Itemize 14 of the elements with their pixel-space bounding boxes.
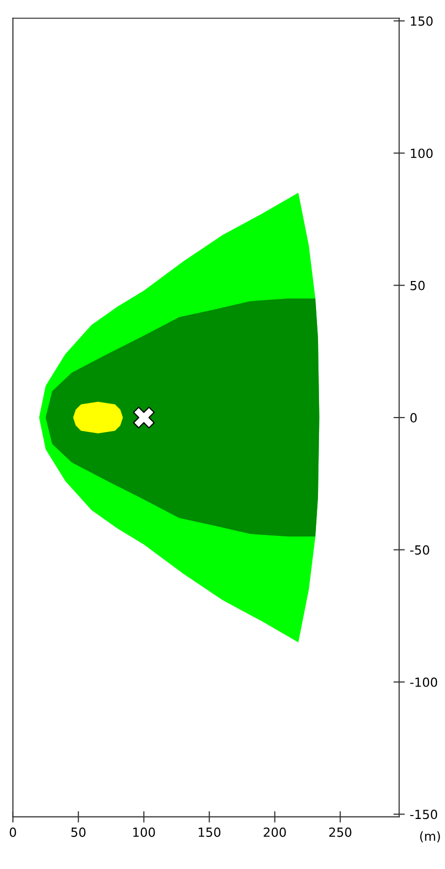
- y-tick-label: 0: [410, 413, 417, 422]
- y-tick-label: 50: [410, 280, 425, 290]
- y-tick-label: 100: [410, 148, 433, 158]
- y-tick-label: 150: [410, 16, 433, 26]
- x-tick-label: 100: [133, 827, 155, 837]
- x-tick-label: 200: [264, 827, 286, 837]
- y-tick-label: -100: [410, 677, 438, 687]
- x-tick-label: 0: [10, 827, 16, 837]
- y-tick-label: -150: [410, 810, 438, 820]
- x-tick-label: 150: [198, 827, 220, 837]
- y-tick-label: -50: [410, 545, 430, 555]
- x-axis-title: (m): [420, 831, 440, 842]
- x-tick-label: 250: [329, 827, 352, 837]
- x-tick-label: 50: [71, 827, 86, 837]
